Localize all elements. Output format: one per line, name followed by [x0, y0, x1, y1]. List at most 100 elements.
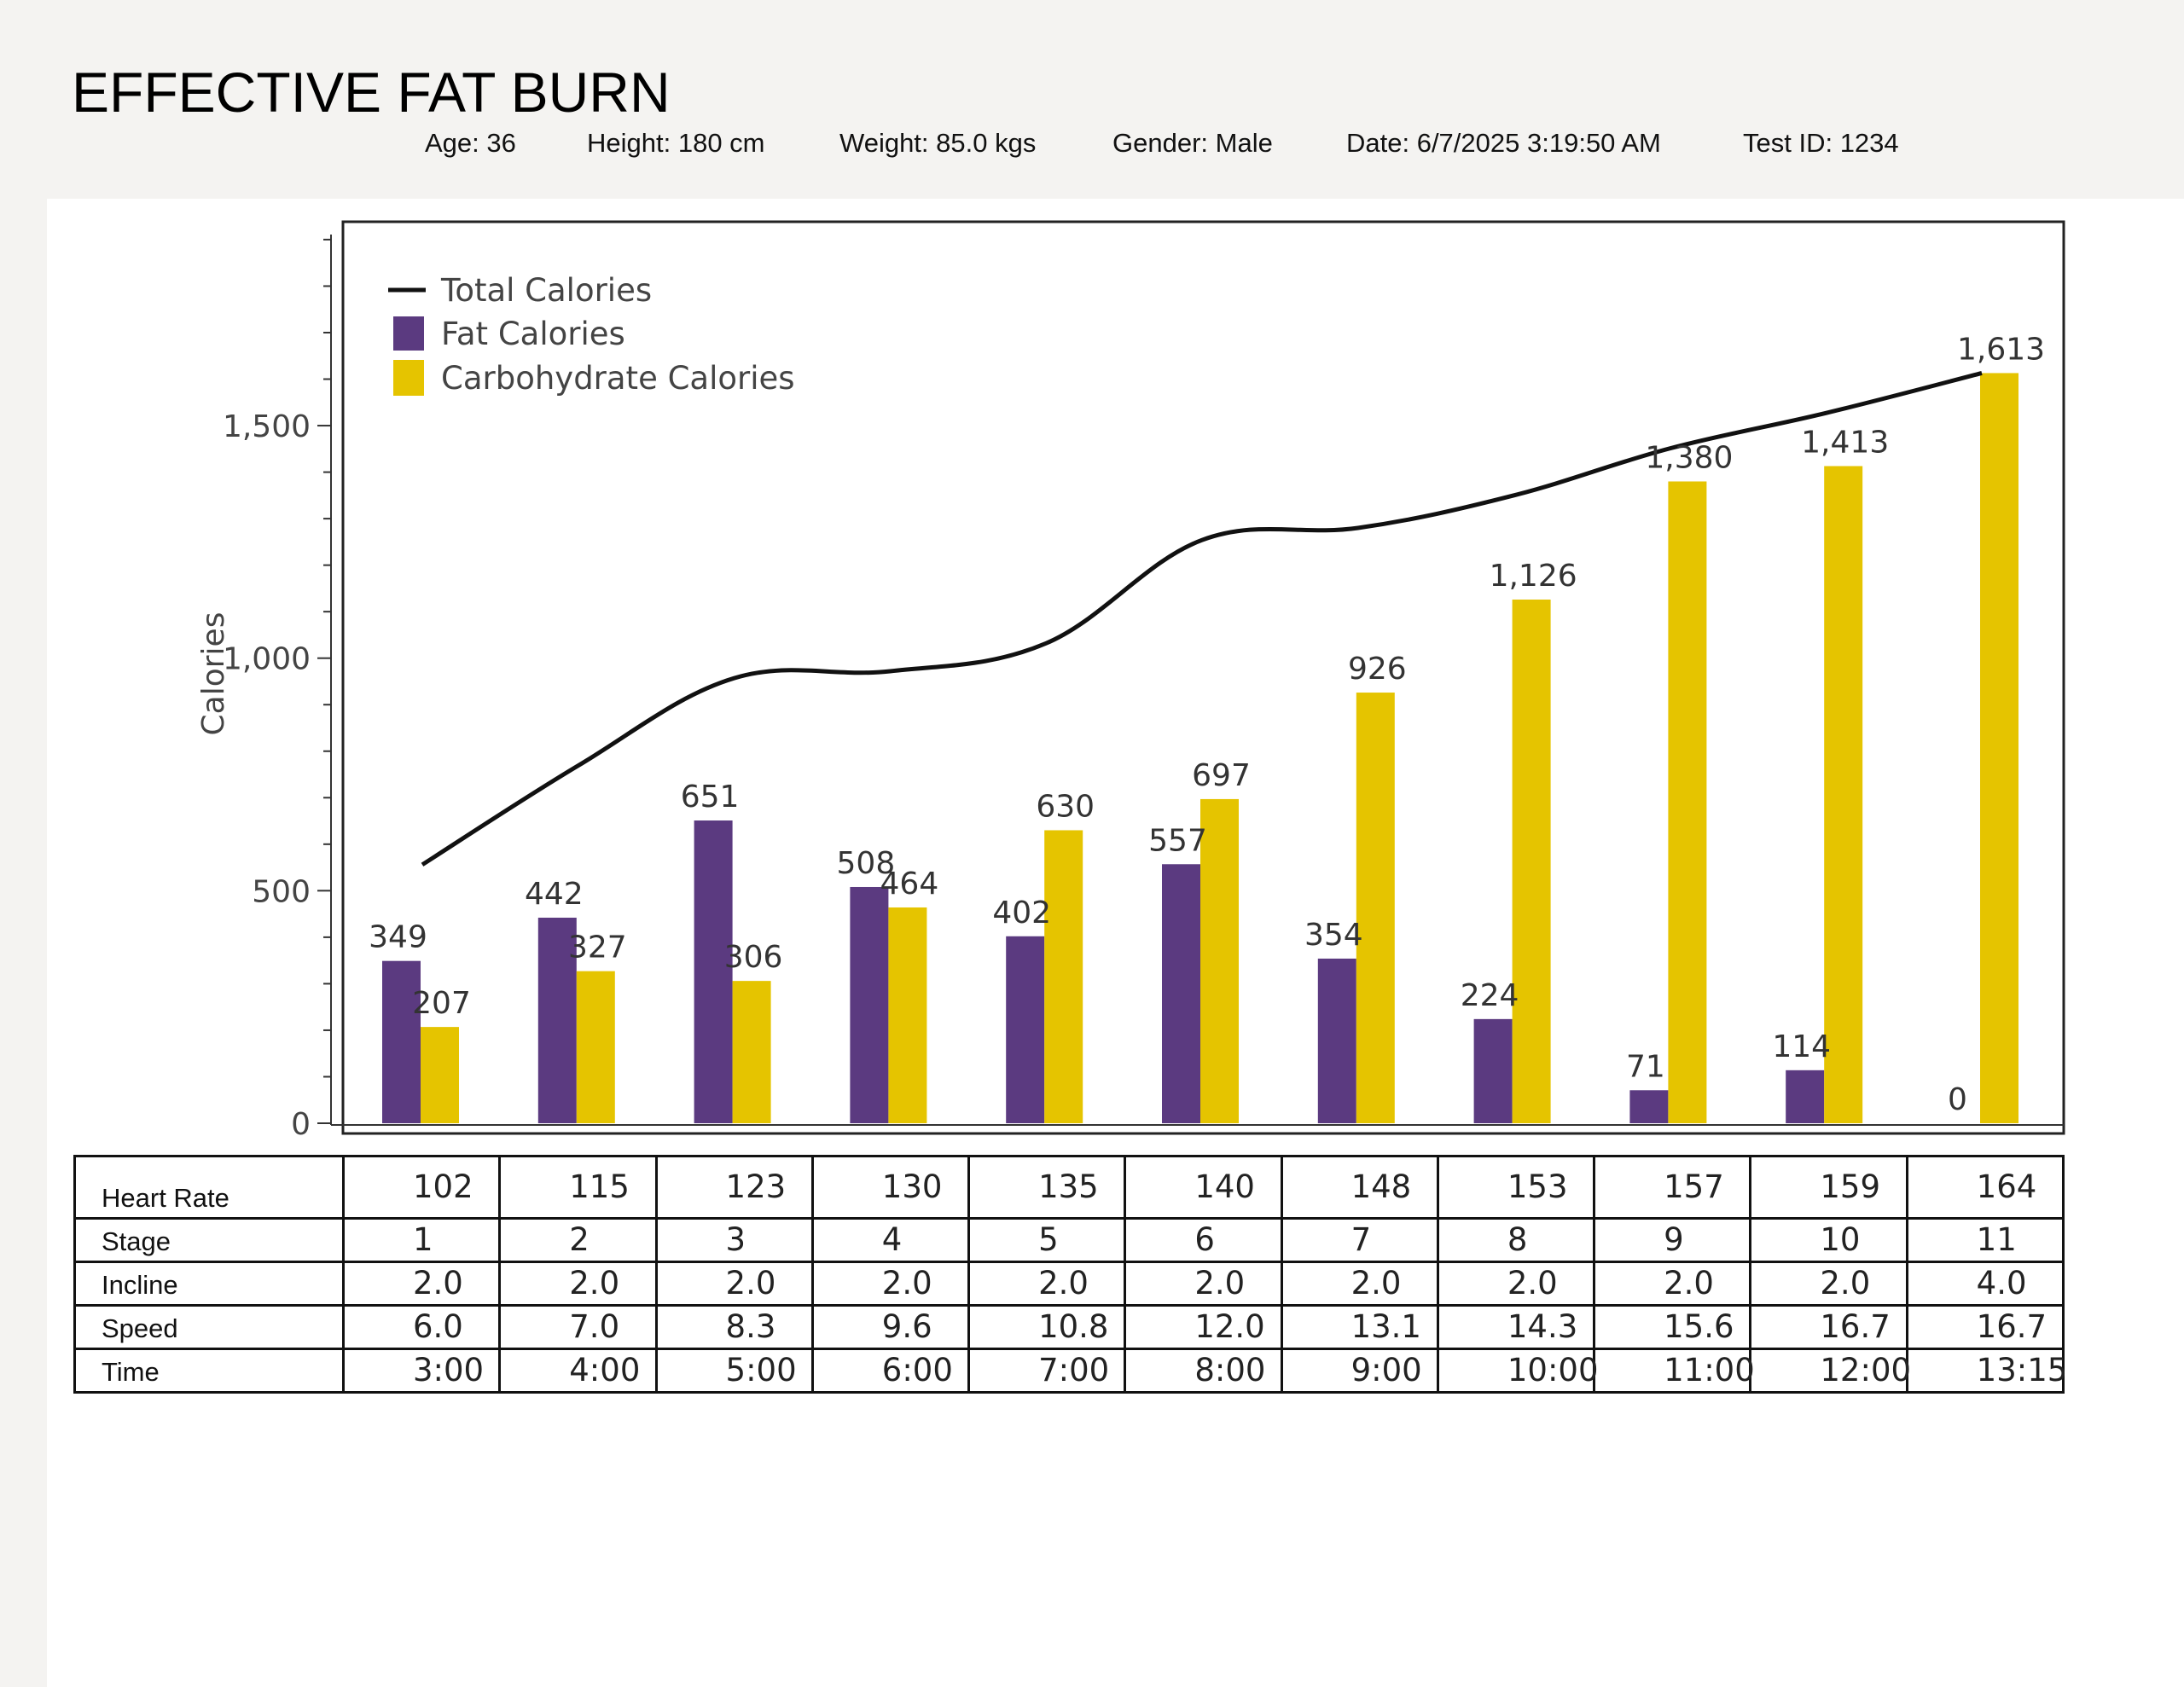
table-cell: 2.0: [498, 1261, 658, 1307]
table-cell: 115: [498, 1155, 658, 1220]
table-cell: 9:00: [1280, 1348, 1439, 1394]
table-cell: 2.0: [967, 1261, 1127, 1307]
stage-table-row: Heart Rate 102 115 123 130 135 140 148 153 157 159…: [73, 1155, 2065, 1220]
row-label: Heart Rate: [73, 1155, 345, 1220]
fat-value-label: 442: [525, 877, 584, 912]
legend-fat-swatch: [393, 316, 424, 351]
gender-info: Gender: Male: [1112, 128, 1273, 158]
carb-value-label: 327: [568, 930, 627, 965]
y-axis-label: Calories: [196, 612, 231, 736]
table-cell: 16.7: [1749, 1304, 1908, 1350]
carb-bar: [576, 971, 615, 1123]
y-tick-label: 1,000: [223, 642, 311, 677]
carb-bar: [421, 1027, 459, 1123]
table-cell: 2.0: [1749, 1261, 1908, 1307]
table-cell: 102: [341, 1155, 502, 1220]
carb-value-label: 1,613: [1957, 332, 2045, 367]
row-label: Stage: [73, 1217, 345, 1263]
table-cell: 9.6: [810, 1304, 971, 1350]
stage-table-body: Heart Rate 102 115 123 130 135 140 148 153 157 159…: [73, 1155, 2067, 1394]
fat-value-label: 349: [369, 920, 427, 955]
table-cell: 11:00: [1593, 1348, 1755, 1394]
table-cell: 2.0: [1593, 1261, 1752, 1307]
table-cell: 5: [967, 1217, 1127, 1263]
stage-table-row: Stage 1 2 3 4 5 6 7 8 9 10 11: [73, 1217, 2065, 1263]
fat-value-label: 651: [681, 780, 740, 815]
table-cell: 1: [341, 1217, 502, 1263]
table-cell: 10.8: [967, 1304, 1127, 1350]
fat-bar: [1317, 958, 1356, 1123]
table-cell: 4.0: [1905, 1261, 2065, 1307]
table-cell: 2.0: [1124, 1261, 1283, 1307]
fat-value-label: 508: [837, 846, 896, 881]
table-cell: 148: [1280, 1155, 1439, 1220]
fat-value-label: 71: [1626, 1049, 1665, 1084]
table-cell: 4:00: [498, 1348, 658, 1394]
table-cell: 157: [1593, 1155, 1752, 1220]
report-title: EFFECTIVE FAT BURN: [72, 61, 671, 124]
legend-fat-label: Fat Calories: [441, 316, 625, 352]
table-cell: 16.7: [1905, 1304, 2065, 1350]
stage-table: Heart Rate 102 115 123 130 135 140 148 153 157 159…: [73, 1155, 2067, 1394]
table-cell: 9: [1593, 1217, 1752, 1263]
carb-bar: [1668, 481, 1707, 1123]
table-cell: 4: [810, 1217, 971, 1263]
table-cell: 7: [1280, 1217, 1439, 1263]
table-cell: 135: [967, 1155, 1127, 1220]
table-cell: 6:00: [810, 1348, 971, 1394]
legend-carb-label: Carbohydrate Calories: [441, 360, 795, 397]
fat-bar: [850, 886, 889, 1123]
total-calories-line: [421, 371, 1983, 867]
table-cell: 8:00: [1124, 1348, 1283, 1394]
table-cell: 5:00: [654, 1348, 814, 1394]
carb-value-label: 464: [880, 867, 939, 901]
fat-bar: [1006, 936, 1045, 1123]
row-label: Incline: [73, 1261, 345, 1307]
legend-total-label: Total Calories: [440, 272, 652, 309]
y-tick-label: 1,500: [223, 409, 311, 444]
fat-bar: [537, 917, 577, 1123]
height-info: Height: 180 cm: [587, 128, 765, 158]
table-cell: 140: [1124, 1155, 1283, 1220]
legend-carb-swatch: [393, 360, 424, 396]
age-info: Age: 36: [425, 128, 516, 158]
table-cell: 2.0: [810, 1261, 971, 1307]
table-cell: 3:00: [341, 1348, 502, 1394]
table-cell: 6: [1124, 1217, 1283, 1263]
carb-value-label: 1,380: [1645, 440, 1733, 475]
table-cell: 11: [1905, 1217, 2065, 1263]
table-cell: 153: [1436, 1155, 1596, 1220]
carb-bar: [1200, 798, 1239, 1123]
date-info: Date: 6/7/2025 3:19:50 AM: [1346, 128, 1661, 158]
table-cell: 159: [1749, 1155, 1908, 1220]
calories-chart: 0 500 1,000 1,500 Calories 349 207 442 327 651 306…: [196, 220, 2065, 1142]
table-cell: 13:15: [1905, 1348, 2067, 1394]
table-cell: 2.0: [341, 1261, 502, 1307]
table-cell: 2.0: [654, 1261, 814, 1307]
test-info-bar: Age: 36 Height: 180 cm Weight: 85.0 kgs …: [0, 128, 2184, 171]
carb-bar: [1512, 599, 1551, 1123]
y-tick-label: 500: [252, 874, 311, 909]
fat-value-label: 354: [1304, 918, 1363, 953]
table-cell: 12:00: [1749, 1348, 1911, 1394]
fat-value-label: 557: [1148, 823, 1207, 858]
table-cell: 164: [1905, 1155, 2065, 1220]
fat-bar: [1473, 1018, 1513, 1123]
fat-value-label: 224: [1461, 978, 1519, 1013]
fat-value-label: 0: [1948, 1082, 1967, 1117]
table-cell: 8.3: [654, 1304, 814, 1350]
carb-bar: [888, 907, 927, 1123]
test-id-info: Test ID: 1234: [1743, 128, 1899, 158]
carb-value-label: 926: [1348, 652, 1407, 687]
fat-bar: [1629, 1090, 1669, 1123]
stage-table-row: Incline 2.0 2.0 2.0 2.0 2.0 2.0 2.0 2.0 2.0 2.0 4.0: [73, 1261, 2065, 1307]
fat-value-label: 114: [1772, 1029, 1831, 1064]
table-cell: 7:00: [967, 1348, 1127, 1394]
fat-bar: [1786, 1070, 1825, 1123]
weight-info: Weight: 85.0 kgs: [839, 128, 1037, 158]
table-cell: 130: [810, 1155, 971, 1220]
carb-bar: [1824, 466, 1863, 1123]
row-label: Time: [73, 1348, 345, 1394]
table-cell: 2.0: [1280, 1261, 1439, 1307]
carb-value-label: 1,126: [1490, 559, 1577, 594]
